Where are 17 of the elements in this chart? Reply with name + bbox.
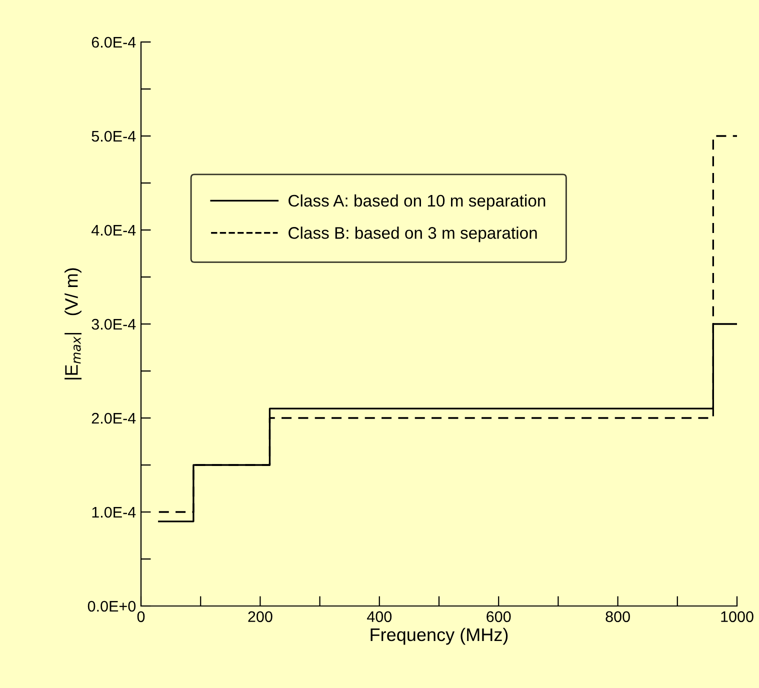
x-axis-title: Frequency (MHz) [370,628,508,645]
y-tick-label: 3.0E-4 [92,318,136,330]
x-tick-label: 0 [137,611,145,622]
legend-label: Class A: based on 10 m separation [288,194,546,210]
y-tick-label: 2.0E-4 [92,412,136,424]
y-tick-label: 4.0E-4 [91,224,136,236]
y-tick-label: 5.0E-4 [92,130,136,142]
y-tick-label: 6.0E-4 [92,36,136,48]
legend-label: Class B: based on 3 m separation [288,226,537,242]
x-tick-label: 400 [367,611,392,622]
y-axis-title: |E$_{max}$| (V/ m) [64,268,82,380]
x-tick-label: 800 [606,611,630,622]
y-tick-label: 0.0E+0 [88,600,136,612]
y-tick-label: 1.0E-4 [92,506,136,518]
x-tick-label: 1000 [721,611,754,622]
x-tick-label: 200 [248,611,272,622]
x-tick-label: 600 [486,611,511,622]
